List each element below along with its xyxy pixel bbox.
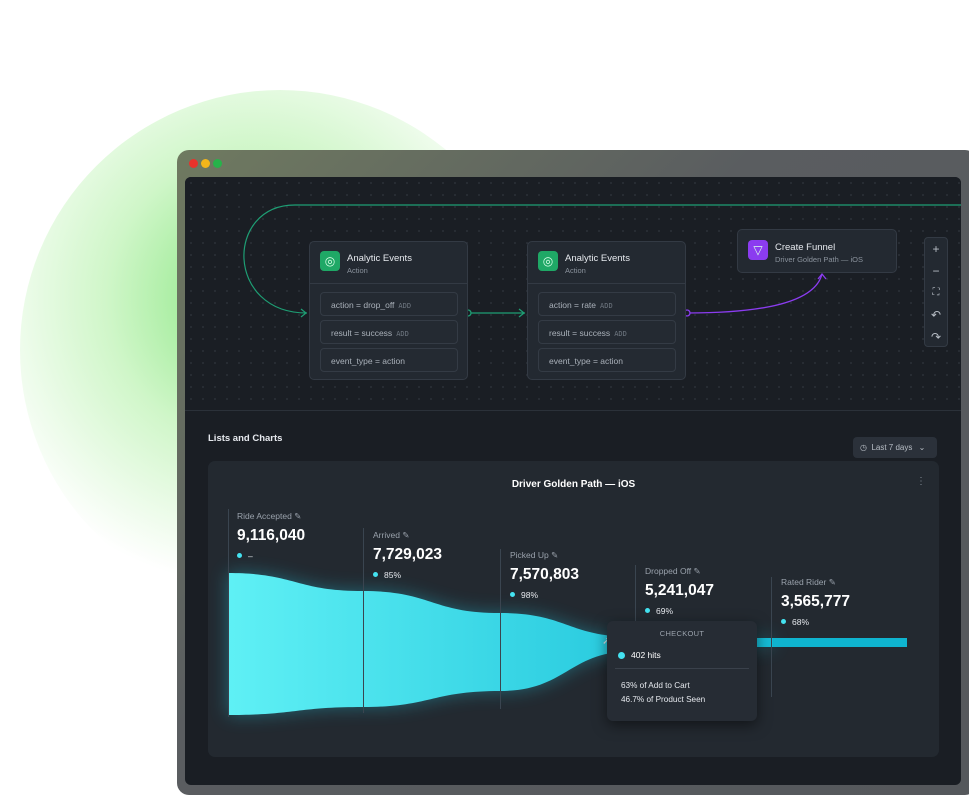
stage-value: 7,729,023 <box>373 546 442 563</box>
chart-title: Driver Golden Path — iOS <box>511 479 636 490</box>
date-range-select[interactable]: ◷ Last 7 days ⌄ <box>853 437 937 458</box>
analytic-events-node-1[interactable]: ◎ Analytic Events Action action = drop_o… <box>309 241 468 380</box>
edge-loop <box>243 204 961 314</box>
add-button[interactable]: ADD <box>600 302 613 310</box>
node-subtitle: Action <box>347 266 368 275</box>
tooltip-hits: 402 hits <box>631 650 661 660</box>
flow-edges <box>243 204 961 318</box>
stage-divider <box>363 528 364 713</box>
condition-text: event_type = action <box>549 356 623 366</box>
stage-label: Picked Up <box>510 550 549 560</box>
stage-ride-accepted[interactable]: Ride Accepted ✎ 9,116,040 – <box>237 511 305 561</box>
condition-chip[interactable]: result = success ADD <box>538 320 676 344</box>
condition-text: event_type = action <box>331 356 405 366</box>
stage-value: 9,116,040 <box>237 527 306 544</box>
stage-percent: – <box>248 551 253 561</box>
divider <box>185 410 961 411</box>
tooltip-title: CHECKOUT <box>659 629 705 638</box>
condition-chip[interactable]: action = rate ADD <box>538 292 676 316</box>
divider <box>615 668 749 669</box>
flow-canvas[interactable]: ◎ Analytic Events Action action = drop_o… <box>185 177 961 410</box>
analytic-events-node-2[interactable]: ◎ Analytic Events Action action = rate AD… <box>527 241 686 380</box>
tooltip-line: 63% of Add to Cart <box>621 681 690 690</box>
date-range-value: Last 7 days <box>871 443 913 452</box>
zoom-in-icon[interactable]: + <box>932 242 940 256</box>
checkout-tooltip: CHECKOUT 402 hits 63% of Add to Cart 46.… <box>607 621 757 721</box>
stage-rated-rider[interactable]: Rated Rider ✎ 3,565,777 68% <box>781 577 850 627</box>
mouse-cursor-icon: ➚ <box>602 634 611 647</box>
undo-icon[interactable]: ↶ <box>930 308 942 322</box>
condition-text: action = drop_off <box>331 300 395 310</box>
dot-icon <box>618 652 625 659</box>
condition-chip[interactable]: result = success ADD <box>320 320 458 344</box>
stage-label: Arrived <box>373 530 400 540</box>
funnel-bar-rated-rider <box>773 638 907 647</box>
condition-chip[interactable]: event_type = action <box>320 348 458 372</box>
dot-icon <box>510 592 515 597</box>
minimize-button[interactable] <box>201 159 210 168</box>
stage-percent: 98% <box>521 590 539 600</box>
stage-value: 5,241,047 <box>645 582 714 599</box>
node-subtitle: Driver Golden Path — iOS <box>775 255 863 264</box>
condition-chip[interactable]: event_type = action <box>538 348 676 372</box>
add-button[interactable]: ADD <box>614 330 627 338</box>
create-funnel-node[interactable]: ▽ Create Funnel Driver Golden Path — iOS <box>737 229 897 273</box>
dot-icon <box>237 553 242 558</box>
pencil-icon[interactable]: ✎ <box>294 511 302 521</box>
arrow-icon <box>300 308 307 318</box>
stage-percent: 85% <box>384 570 402 580</box>
zoom-out-icon[interactable]: − <box>932 264 940 278</box>
stage-percent: 69% <box>656 606 674 616</box>
tooltip-line: 46.7% of Product Seen <box>621 695 706 704</box>
arrow-icon <box>817 272 827 280</box>
add-button[interactable]: ADD <box>396 330 409 338</box>
stage-value: 3,565,777 <box>781 593 850 610</box>
section-title: Lists and Charts <box>208 433 283 444</box>
arrow-icon <box>518 308 526 318</box>
pencil-icon[interactable]: ✎ <box>828 577 836 587</box>
clock-icon: ◷ <box>860 443 867 452</box>
condition-text: action = rate <box>549 300 597 310</box>
dot-icon <box>781 619 786 624</box>
canvas-toolbar: + − ⛶ ↶ ↷ <box>924 237 948 347</box>
pencil-icon[interactable]: ✎ <box>402 530 410 540</box>
stage-dropped-off[interactable]: Dropped Off ✎ 5,241,047 69% <box>645 566 714 616</box>
stage-label: Rated Rider <box>781 577 827 587</box>
funnel-icon: ▽ <box>748 240 768 260</box>
pencil-icon[interactable]: ✎ <box>693 566 701 576</box>
node-subtitle: Action <box>565 266 586 275</box>
stage-percent: 68% <box>792 617 810 627</box>
stage-value: 7,570,803 <box>510 566 579 583</box>
node-title: Analytic Events <box>347 253 412 264</box>
fit-screen-icon[interactable]: ⛶ <box>932 287 940 298</box>
target-icon: ◎ <box>320 251 340 271</box>
condition-text: result = success <box>331 328 393 338</box>
stage-divider <box>771 577 772 697</box>
app-screen: ◎ Analytic Events Action action = drop_o… <box>185 177 961 785</box>
stage-label: Ride Accepted <box>237 511 292 521</box>
maximize-button[interactable] <box>213 159 222 168</box>
stage-arrived[interactable]: Arrived ✎ 7,729,023 85% <box>373 530 442 580</box>
condition-chip[interactable]: action = drop_off ADD <box>320 292 458 316</box>
edge-node2-funnel <box>686 273 823 314</box>
stage-divider <box>228 509 229 717</box>
target-icon: ◎ <box>538 251 558 271</box>
pencil-icon[interactable]: ✎ <box>551 550 559 560</box>
dot-icon <box>645 608 650 613</box>
dot-icon <box>373 572 378 577</box>
more-options-icon[interactable]: ⋮ <box>916 476 926 487</box>
add-button[interactable]: ADD <box>398 302 412 310</box>
stage-label: Dropped Off <box>645 566 692 576</box>
chevron-down-icon: ⌄ <box>918 443 926 452</box>
condition-text: result = success <box>549 328 611 338</box>
redo-icon[interactable]: ↷ <box>930 330 942 344</box>
stage-divider <box>500 549 501 709</box>
node-title: Create Funnel <box>775 242 836 253</box>
node-title: Analytic Events <box>565 253 630 264</box>
stage-picked-up[interactable]: Picked Up ✎ 7,570,803 98% <box>510 550 579 600</box>
funnel-chart-card: Driver Golden Path — iOS ⋮ Ride Accepted… <box>208 461 939 757</box>
close-button[interactable] <box>189 159 198 168</box>
